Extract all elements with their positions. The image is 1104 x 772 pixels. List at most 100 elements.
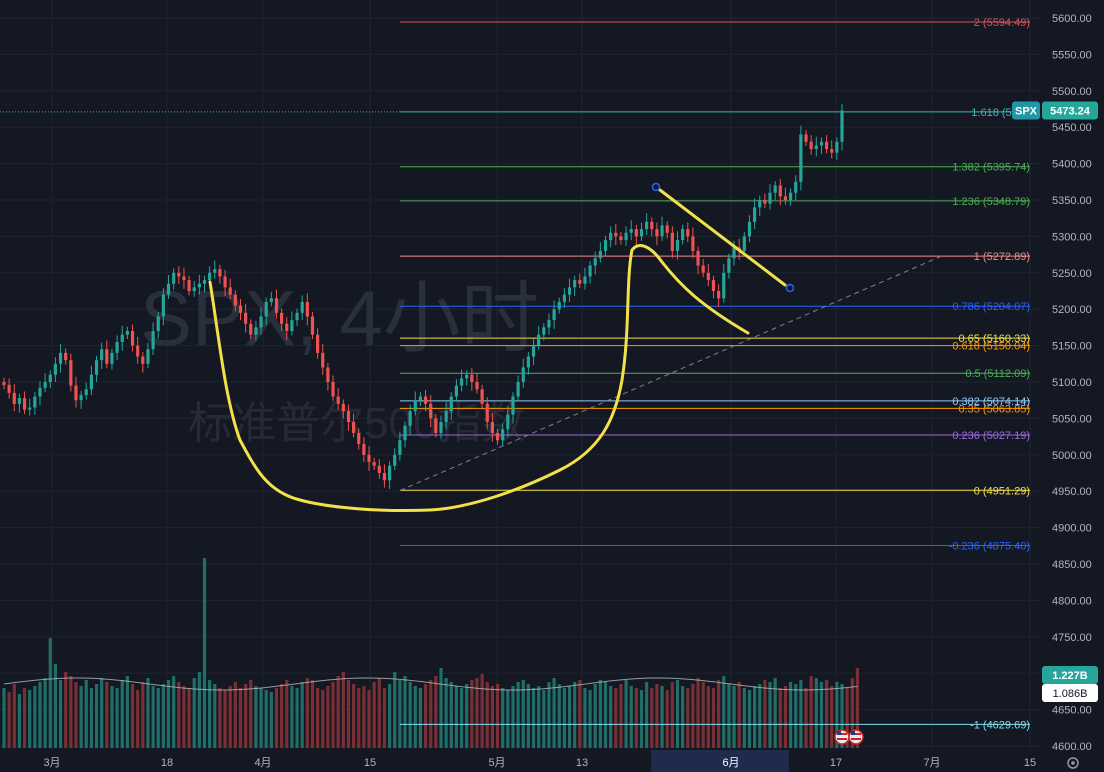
candle (202, 275, 207, 293)
candle (223, 269, 227, 297)
candle-body (830, 149, 834, 153)
candle-body (562, 294, 566, 302)
volume-bar (691, 684, 695, 748)
gear-icon-ring (1067, 757, 1079, 769)
candle (352, 413, 356, 438)
candle (773, 181, 777, 200)
price-badges: SPX 5473.24 1.227B 1.086B (834, 101, 1098, 745)
price-tick-label: 5150.00 (1052, 341, 1092, 353)
candle-body (197, 283, 201, 288)
volume-bar (79, 686, 83, 748)
candle-body (475, 382, 479, 390)
volume-bar (429, 680, 433, 748)
candle (398, 431, 402, 461)
volume-bar (182, 686, 186, 748)
volume-bar (521, 680, 525, 748)
volume-bar (634, 688, 638, 748)
flag-stripe (837, 733, 847, 735)
time-tick-label: 7月 (923, 757, 940, 769)
candle-body (408, 411, 412, 426)
candle-body (449, 396, 453, 412)
candle (367, 446, 371, 471)
candle-body (2, 382, 6, 385)
symbol-badge (1012, 101, 1040, 120)
us-flag-icon[interactable] (834, 729, 850, 745)
candle-body (17, 398, 22, 404)
gear-icon[interactable] (1067, 757, 1079, 769)
volume-ma-line (3, 677, 858, 691)
candle (125, 326, 129, 340)
volume-bar (316, 688, 320, 748)
time-tick-label: 6月 (722, 757, 739, 769)
price-tick-label: 4950.00 (1052, 486, 1092, 498)
watermark-subtitle: 标准普尔500指数 (188, 399, 525, 448)
volume-bar (439, 668, 443, 748)
candle (197, 274, 201, 295)
flag-canton (851, 731, 855, 735)
volume-bar (835, 682, 839, 748)
candle (840, 103, 844, 151)
candle-body (501, 429, 505, 441)
volume-bar (295, 688, 299, 748)
volume-bar (418, 688, 423, 748)
candle-body (480, 389, 484, 404)
volume-bar (670, 682, 674, 748)
candle (675, 231, 680, 260)
volume-bar (552, 678, 556, 748)
candle-body (357, 432, 361, 444)
price-tick-label: 5450.00 (1052, 122, 1092, 134)
volume-bar (706, 686, 710, 748)
volume-bar (69, 676, 73, 748)
candle (89, 365, 93, 396)
candle-body (94, 360, 99, 375)
volume-bar (48, 638, 52, 748)
volume-bar (249, 680, 253, 748)
candle (187, 275, 191, 296)
volume-bar (393, 672, 397, 748)
flag-stripe (837, 738, 847, 740)
candle-body (12, 392, 16, 404)
volume-bar (74, 682, 78, 748)
candle-body (722, 272, 726, 299)
candle-body (341, 403, 345, 412)
candle-body (840, 110, 844, 142)
time-tick-label: 15 (364, 757, 376, 769)
volume-bar (624, 680, 628, 748)
candle-body (156, 316, 160, 332)
candle (156, 312, 160, 339)
price-tick-label: 5300.00 (1052, 231, 1092, 243)
us-flag-icon[interactable] (848, 729, 864, 745)
candle (814, 136, 818, 157)
volume-bar (274, 688, 279, 748)
candle (717, 284, 721, 308)
volume-bar (747, 690, 752, 748)
candle-body (310, 316, 315, 335)
fib-label: 1 (5272.89) (974, 251, 1030, 263)
grid (0, 0, 1042, 750)
fib-label: 2 (5594.49) (974, 17, 1030, 29)
volume-bar (115, 688, 119, 748)
volume-bar (819, 682, 824, 748)
volume-bar (475, 678, 479, 748)
candle-body (79, 395, 83, 401)
candle (809, 135, 813, 155)
volume-bar (506, 690, 510, 748)
candle (650, 217, 654, 237)
fib-label: 1.236 (5348.79) (952, 196, 1030, 208)
volume-bar (855, 668, 860, 748)
volume-bar (208, 680, 212, 748)
price-tick-label: 5550.00 (1052, 49, 1092, 61)
candle-body (542, 327, 546, 335)
candle-body (763, 200, 767, 204)
candle (768, 183, 772, 210)
candle (490, 413, 494, 442)
volume-bar (213, 684, 217, 748)
volume-bar (352, 684, 356, 748)
candle-body (614, 232, 618, 237)
volume-badge (1042, 666, 1098, 684)
candle-body (387, 465, 392, 481)
volume-bar (645, 682, 649, 748)
volume-bar (809, 676, 813, 748)
